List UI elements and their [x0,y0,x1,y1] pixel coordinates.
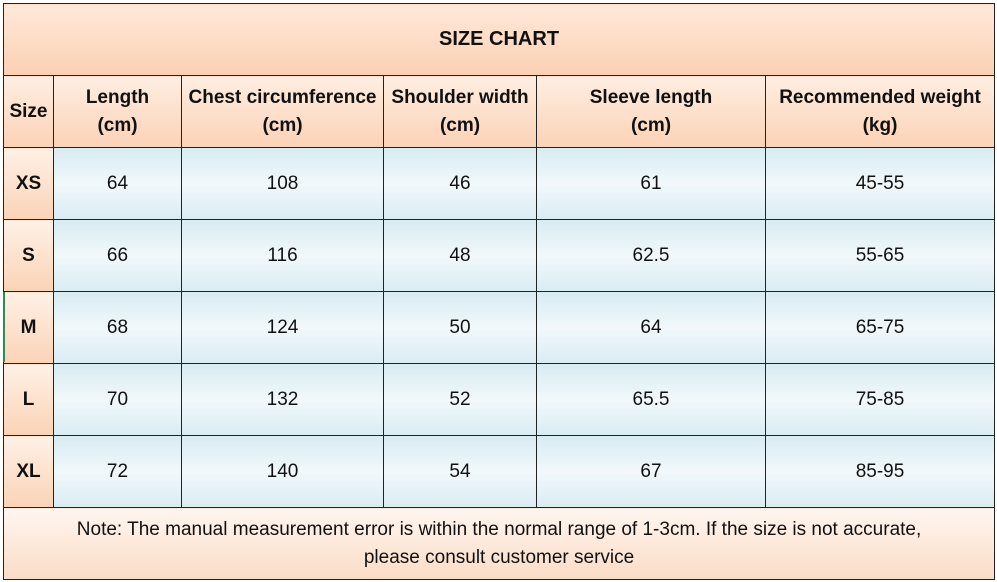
size-label: L [3,363,54,436]
header-length-unit: (cm) [97,114,138,136]
table-row: L 70 132 52 65.5 75-85 [3,363,996,436]
chest-value: 132 [181,363,384,436]
header-weight-label: Recommended weight [779,86,981,108]
chest-value: 124 [181,291,384,364]
measurement-note: Note: The manual measurement error is wi… [2,507,996,580]
weight-value: 85-95 [764,435,996,508]
chart-title: SIZE CHART [2,3,996,76]
size-label: XS [3,147,54,220]
size-label: S [3,219,54,292]
table-row: XS 64 108 46 61 45-55 [3,147,996,220]
note-line-1: Note: The manual measurement error is wi… [76,518,922,540]
sleeve-value: 61 [536,147,766,220]
shoulder-value: 48 [383,219,537,292]
table-row: M 68 124 50 64 65-75 [3,291,996,364]
sleeve-value: 62.5 [536,219,766,292]
chest-value: 140 [181,435,384,508]
shoulder-value: 52 [383,363,537,436]
size-chart-table: SIZE CHART Size Length (cm) Chest circum… [2,3,996,580]
table-row: S 66 116 48 62.5 55-65 [3,219,996,292]
weight-value: 45-55 [764,147,996,220]
table-row: XL 72 140 54 67 85-95 [3,435,996,508]
header-row: Size Length (cm) Chest circumference (cm… [3,75,996,148]
weight-value: 75-85 [764,363,996,436]
weight-value: 55-65 [764,219,996,292]
header-shoulder-unit: (cm) [439,114,481,136]
weight-value: 65-75 [764,291,996,364]
header-length: Length (cm) [53,75,182,148]
size-label: XL [3,435,54,508]
sleeve-value: 65.5 [536,363,766,436]
header-sleeve-label: Sleeve length [589,86,713,108]
chest-value: 108 [181,147,384,220]
length-value: 64 [53,147,182,220]
header-weight-unit: (kg) [862,114,898,136]
header-chest-label: Chest circumference [188,86,377,108]
length-value: 70 [53,363,182,436]
sleeve-value: 64 [536,291,766,364]
shoulder-value: 54 [383,435,537,508]
shoulder-value: 50 [383,291,537,364]
header-length-label: Length [85,86,150,108]
sleeve-value: 67 [536,435,766,508]
header-weight: Recommended weight (kg) [764,75,996,148]
header-sleeve-unit: (cm) [630,114,672,136]
size-label: M [3,291,54,364]
chest-value: 116 [181,219,384,292]
header-shoulder: Shoulder width (cm) [383,75,537,148]
header-size: Size [3,75,54,148]
header-chest-unit: (cm) [262,114,303,136]
header-shoulder-label: Shoulder width [391,86,529,108]
header-sleeve: Sleeve length (cm) [536,75,766,148]
note-line-2: please consult customer service [363,546,635,568]
length-value: 72 [53,435,182,508]
length-value: 68 [53,291,182,364]
row-selection-marker [3,292,5,362]
header-chest: Chest circumference (cm) [181,75,384,148]
shoulder-value: 46 [383,147,537,220]
length-value: 66 [53,219,182,292]
